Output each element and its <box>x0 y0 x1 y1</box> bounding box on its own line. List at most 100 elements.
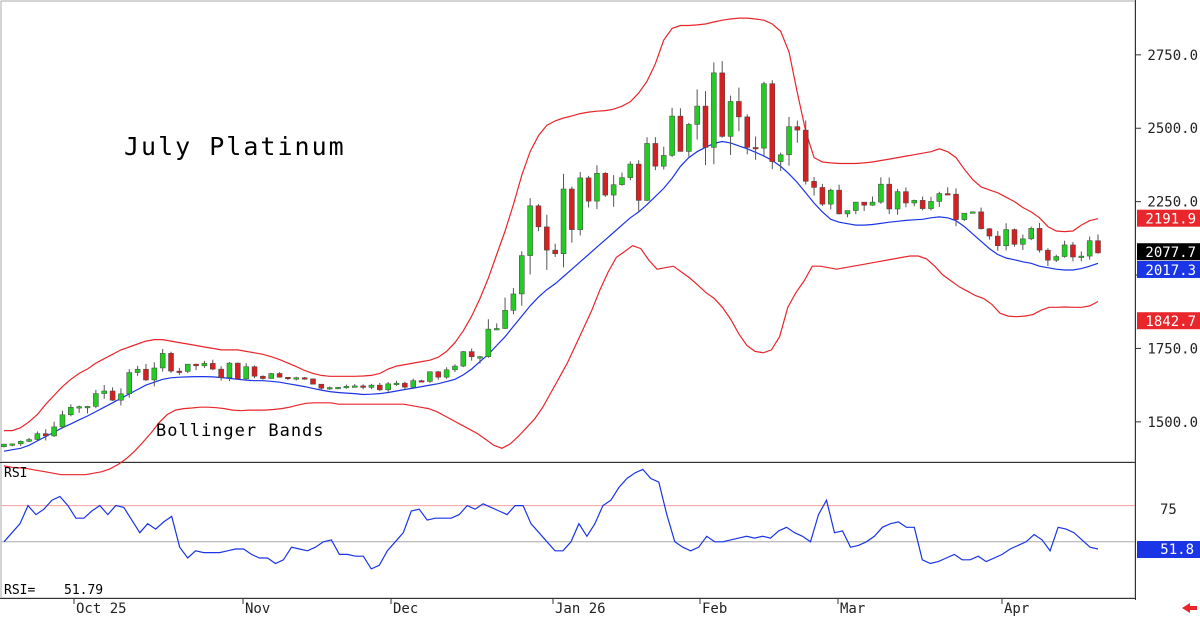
candle-body <box>844 210 851 215</box>
candle-body <box>627 163 634 178</box>
candle-body <box>1011 229 1018 245</box>
candle-body <box>694 105 700 125</box>
candle-body <box>184 363 191 372</box>
candle-body <box>978 211 984 229</box>
candle-body <box>1045 249 1051 261</box>
candle-body <box>869 201 876 206</box>
chart-title: July Platinum <box>124 132 346 161</box>
candle-body <box>577 177 583 230</box>
candle-body <box>326 387 333 390</box>
candle-body <box>1003 229 1009 246</box>
x-tick-label: Apr <box>1004 601 1029 617</box>
x-tick-label: Oct 25 <box>76 601 127 617</box>
candle-body <box>961 212 968 220</box>
candle-body <box>535 205 542 228</box>
candle-body <box>594 173 600 202</box>
upper-bollinger-band <box>4 17 1099 432</box>
candle-body <box>1078 255 1085 258</box>
candle-body <box>727 101 734 137</box>
y-tick-label: 2250.0 <box>1147 195 1198 211</box>
candle-body <box>1070 244 1076 258</box>
candle-body <box>235 362 241 380</box>
candle-body <box>468 351 475 358</box>
candle-body <box>786 126 792 156</box>
candle-body <box>585 177 592 202</box>
candle-body <box>552 249 558 254</box>
candle-body <box>76 406 82 409</box>
candle-body <box>969 211 976 214</box>
candle-body <box>711 72 717 148</box>
candle-body <box>351 385 358 388</box>
candle-body <box>118 393 124 401</box>
candle-body <box>744 116 751 148</box>
candle-body <box>176 370 183 373</box>
candle-body <box>719 72 725 137</box>
rsi-badge-text: 51.8 <box>1160 542 1194 558</box>
rsi-readout-label: RSI= <box>4 583 35 598</box>
candle-body <box>159 353 166 369</box>
candle-body <box>218 368 224 379</box>
candle-body <box>903 191 909 204</box>
candle-body <box>769 83 776 162</box>
candle-body <box>485 328 492 357</box>
candle-body <box>610 184 617 196</box>
rsi-badge <box>1137 541 1200 558</box>
candle-body <box>1061 244 1068 257</box>
price-panel-frame <box>0 0 1136 463</box>
candle-body <box>1036 228 1043 251</box>
x-tick-label: Mar <box>840 601 865 617</box>
candle-body <box>385 383 391 391</box>
candle-body <box>260 375 266 379</box>
candle-body <box>276 373 283 378</box>
candle-body <box>210 363 216 370</box>
candle-body <box>293 377 300 380</box>
candle-body <box>84 406 91 409</box>
x-tick-label: Dec <box>393 601 418 617</box>
candle-body <box>660 155 667 167</box>
candle-body <box>1028 228 1034 240</box>
candle-body <box>928 201 934 209</box>
candle-body <box>1086 240 1093 257</box>
candle-body <box>43 433 49 437</box>
candle-body <box>443 369 450 378</box>
scroll-arrow-icon[interactable] <box>1182 603 1197 613</box>
candle-body <box>702 105 709 148</box>
candle-body <box>493 328 500 331</box>
price-badge <box>1137 243 1200 261</box>
candle-body <box>427 371 433 382</box>
candle-body <box>919 200 926 209</box>
candle-body <box>953 193 959 220</box>
y-tick-label: 2500.0 <box>1147 121 1198 137</box>
candle-body <box>936 193 943 202</box>
candle-body <box>452 365 458 371</box>
candle-body <box>794 126 801 131</box>
candle-body <box>602 173 609 196</box>
candle-body <box>193 363 199 367</box>
candle-body <box>126 372 133 395</box>
candle-body <box>510 293 517 311</box>
lower-bollinger-band <box>3 245 1099 476</box>
candle-body <box>460 351 467 367</box>
candle-body <box>944 193 951 196</box>
candle-body <box>360 385 366 388</box>
candle-body <box>435 371 442 378</box>
candle-body <box>777 154 784 162</box>
candle-body <box>17 441 24 445</box>
candle-body <box>59 414 66 428</box>
candle-body <box>886 183 892 210</box>
candle-body <box>418 380 425 383</box>
candle-body <box>635 163 642 201</box>
candle-body <box>368 384 375 388</box>
candle-body <box>377 384 383 391</box>
candle-body <box>310 378 316 385</box>
price-badge-label: 2077.7 <box>1145 245 1196 261</box>
candle-body <box>226 362 233 379</box>
candle-body <box>736 101 742 118</box>
candle-body <box>644 143 650 201</box>
candle-body <box>168 353 174 372</box>
candle-body <box>109 390 116 401</box>
candle-body <box>1095 240 1101 254</box>
candle-body <box>1020 238 1026 245</box>
candle-body <box>569 188 575 230</box>
